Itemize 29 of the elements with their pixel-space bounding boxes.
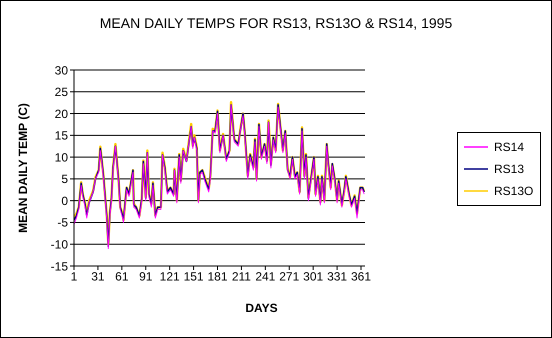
x-tick-label: 301: [303, 270, 324, 284]
y-tick-label: 15: [54, 128, 68, 143]
x-tick-label: 271: [279, 270, 300, 284]
y-tick-label: 30: [54, 63, 68, 78]
x-axis-title: DAYS: [244, 301, 279, 315]
x-tick-label: 1: [70, 270, 78, 284]
x-tick-label: 241: [255, 270, 276, 284]
y-tick-label: -5: [57, 216, 68, 230]
x-tick-label: 121: [160, 270, 180, 284]
legend-label: RS13O: [494, 184, 534, 198]
y-tick-label: 25: [54, 85, 68, 100]
y-tick-label: -10: [50, 237, 68, 252]
x-tick-label: 91: [139, 270, 153, 284]
chart-title: MEAN DAILY TEMPS FOR RS13, RS13O & RS14, 1995: [98, 15, 454, 31]
x-tick-label: 181: [207, 270, 228, 284]
x-tick-label: 211: [232, 270, 252, 284]
x-tick-label: 361: [351, 270, 372, 284]
y-tick-label: 20: [54, 106, 68, 121]
y-axis-title: MEAN DAILY TEMP (C): [16, 103, 30, 233]
y-tick-label: 5: [61, 172, 68, 186]
x-tick-label: 151: [184, 270, 204, 284]
x-tick-label: 61: [115, 270, 129, 284]
y-tick-label: -15: [50, 259, 68, 274]
legend-label: RS13: [494, 162, 524, 176]
x-tick-label: 31: [91, 270, 105, 284]
legend-label: RS14: [494, 140, 524, 154]
y-tick-label: 10: [54, 150, 68, 164]
y-tick-label: 0: [61, 194, 68, 208]
x-tick-label: 331: [327, 270, 348, 284]
